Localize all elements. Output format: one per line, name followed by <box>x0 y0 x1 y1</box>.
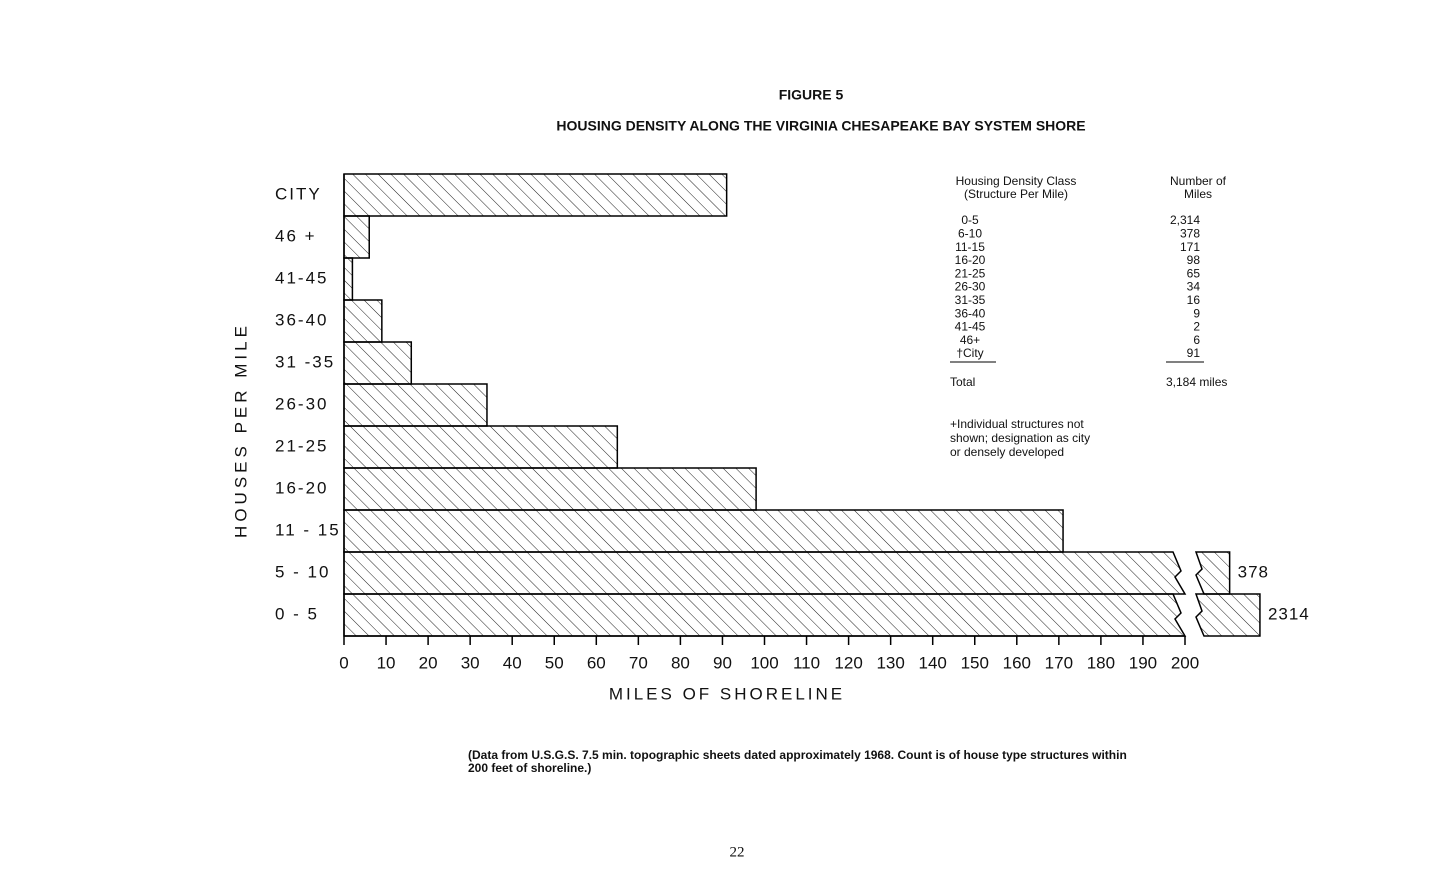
x-tick-label: 100 <box>750 653 778 672</box>
table-class: 31-35 <box>955 293 986 307</box>
table-miles: 9 <box>1193 306 1200 320</box>
table-class: 11-15 <box>955 240 985 254</box>
table-class: 46+ <box>960 333 980 347</box>
table-miles: 171 <box>1180 240 1200 254</box>
x-tick-label: 200 <box>1171 653 1199 672</box>
y-tick-label: 46 + <box>275 226 317 245</box>
y-tick-label: 5 - 10 <box>275 562 330 581</box>
table-miles: 6 <box>1193 333 1200 347</box>
x-tick-label: 70 <box>629 653 648 672</box>
x-tick-label: 10 <box>377 653 396 672</box>
y-tick-label: 16-20 <box>275 478 328 497</box>
table-class: 36-40 <box>955 306 986 320</box>
y-tick-label: 41-45 <box>275 268 328 287</box>
table-class: †City <box>956 346 983 360</box>
x-tick-label: 190 <box>1129 653 1157 672</box>
table-header: Miles <box>1184 187 1212 201</box>
x-tick-label: 40 <box>503 653 522 672</box>
y-tick-label: 0 - 5 <box>275 604 319 623</box>
table-miles: 378 <box>1180 226 1200 240</box>
table-note: or densely developed <box>950 445 1064 459</box>
x-tick-label: 20 <box>419 653 438 672</box>
y-tick-label: 36-40 <box>275 310 328 329</box>
y-tick-label: 11 - 15 <box>275 520 341 539</box>
table-miles: 98 <box>1187 253 1201 267</box>
x-tick-label: 30 <box>461 653 480 672</box>
table-class: 6-10 <box>958 226 982 240</box>
x-tick-label: 90 <box>713 653 732 672</box>
bar <box>343 299 383 343</box>
table-class: 16-20 <box>955 253 986 267</box>
bar-value-label: 378 <box>1238 562 1269 581</box>
bar-value-label: 2314 <box>1268 604 1310 623</box>
table-miles: 34 <box>1187 280 1201 294</box>
y-tick-label: 31 -35 <box>275 352 335 371</box>
bar <box>343 173 728 217</box>
table-class: 21-25 <box>955 266 986 280</box>
x-tick-label: 60 <box>587 653 606 672</box>
bar <box>343 593 1261 637</box>
y-tick-label: CITY <box>275 184 322 203</box>
y-axis-label: HOUSES PER MILE <box>231 322 250 538</box>
table-class: 26-30 <box>955 280 986 294</box>
source-note: (Data from U.S.G.S. 7.5 min. topographic… <box>468 748 1127 762</box>
x-tick-label: 180 <box>1087 653 1115 672</box>
chart-title: FIGURE 5 <box>779 87 844 103</box>
table-class: 41-45 <box>955 320 986 334</box>
x-tick-label: 80 <box>671 653 690 672</box>
table-class: 0-5 <box>961 213 979 227</box>
table-miles: 2 <box>1193 320 1200 334</box>
bar <box>343 551 1231 595</box>
bar <box>343 425 619 469</box>
page-number: 22 <box>730 844 745 860</box>
y-tick-label: 21-25 <box>275 436 328 455</box>
x-tick-label: 150 <box>961 653 989 672</box>
x-tick-label: 140 <box>919 653 947 672</box>
x-tick-label: 160 <box>1003 653 1031 672</box>
source-note: 200 feet of shoreline.) <box>468 761 591 775</box>
table-total-label: Total <box>950 375 975 389</box>
x-tick-label: 0 <box>339 653 348 672</box>
table-header: Number of <box>1170 174 1227 188</box>
table-header: Housing Density Class <box>956 174 1077 188</box>
chart-subtitle: HOUSING DENSITY ALONG THE VIRGINIA CHESA… <box>556 118 1085 134</box>
y-tick-label: 26-30 <box>275 394 328 413</box>
table-miles: 91 <box>1187 346 1201 360</box>
bar <box>343 467 757 511</box>
bar <box>343 509 1064 553</box>
bar <box>343 257 354 301</box>
x-axis-label: MILES OF SHORELINE <box>609 684 845 703</box>
table-miles: 65 <box>1187 266 1201 280</box>
bar <box>343 383 488 427</box>
x-tick-label: 170 <box>1045 653 1073 672</box>
table-header: (Structure Per Mile) <box>964 187 1068 201</box>
table-miles: 16 <box>1187 293 1201 307</box>
table-total-value: 3,184 miles <box>1166 375 1227 389</box>
bar <box>343 215 370 259</box>
table-note: shown; designation as city <box>950 431 1090 445</box>
x-tick-label: 130 <box>876 653 904 672</box>
table-note: +Individual structures not <box>950 417 1084 431</box>
x-tick-label: 110 <box>793 653 820 672</box>
table-miles: 2,314 <box>1170 213 1200 227</box>
x-tick-label: 120 <box>834 653 862 672</box>
bar <box>343 341 413 385</box>
x-tick-label: 50 <box>545 653 564 672</box>
